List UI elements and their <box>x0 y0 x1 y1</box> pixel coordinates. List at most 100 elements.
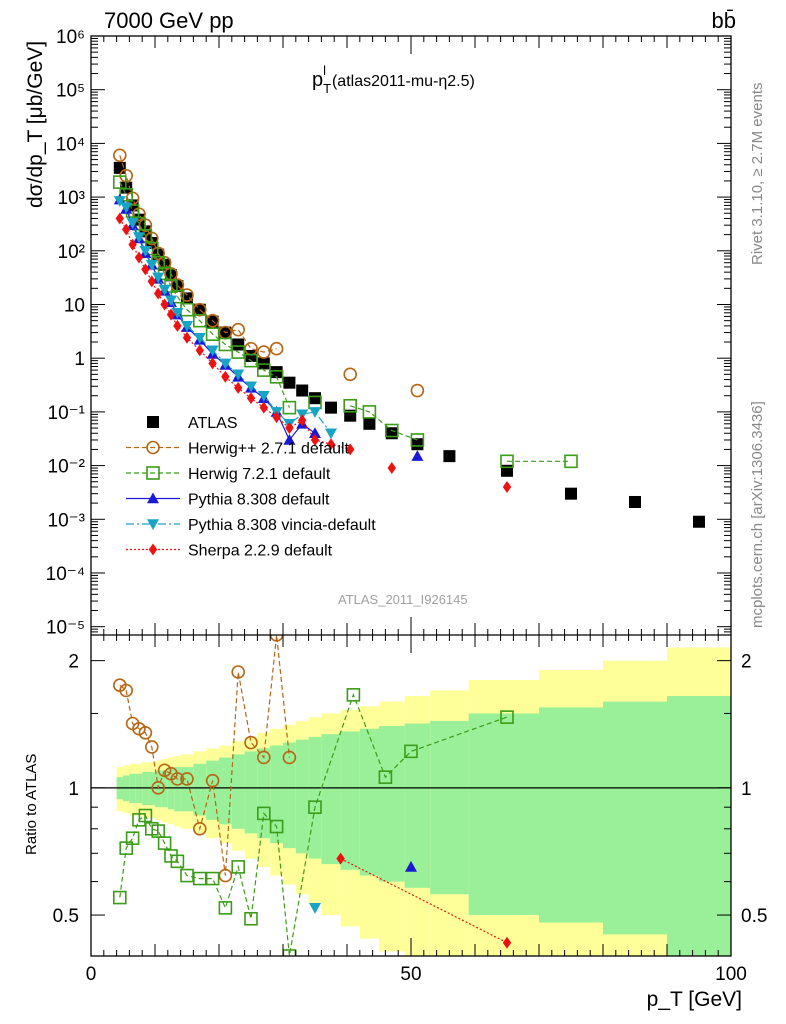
legend-entry-atlas: ATLAS <box>147 415 238 432</box>
legend-marker <box>146 440 160 455</box>
legend-label: Pythia 8.308 default <box>188 492 330 509</box>
data-point <box>343 398 358 413</box>
data-point <box>502 480 512 493</box>
ratio-point <box>282 949 297 956</box>
data-point <box>326 438 336 451</box>
data-point <box>113 148 127 163</box>
ratio-band-inner <box>219 757 232 825</box>
data-point <box>256 363 271 377</box>
data-point <box>346 443 355 456</box>
data-point <box>141 263 150 276</box>
legend-marker <box>147 492 159 504</box>
y-tick-label: 10⁴ <box>56 134 85 155</box>
ratio-point <box>244 911 258 926</box>
ratio-point <box>231 860 245 874</box>
y-tick-label: 10⁻³ <box>48 510 86 531</box>
legend-label: Pythia 8.308 vincia-default <box>188 517 376 534</box>
ratio-point <box>231 665 245 679</box>
ratio-series-pythia-8-308-default <box>405 860 417 872</box>
ratio-point <box>119 683 133 698</box>
data-point <box>208 357 217 370</box>
ratio-point <box>205 773 220 788</box>
ratio-point <box>157 763 172 778</box>
data-point <box>411 450 424 461</box>
ratio-point <box>138 725 153 740</box>
data-point <box>231 345 245 359</box>
data-point <box>128 238 137 251</box>
x-tick-label: 0 <box>86 964 97 985</box>
ratio-band-inner <box>468 713 539 916</box>
ratio-point <box>180 772 194 786</box>
ratio-point <box>193 821 207 836</box>
plot-title: pTl (atlas2011-mu-η2.5) <box>312 63 475 96</box>
data-point <box>309 392 321 405</box>
axes: 10⁻⁵ 10⁻⁴ 10⁻³ 10⁻² 10⁻¹ 1 10 10² 10³ 10⁴ 10⁵ 10⁶ 0 5… <box>46 27 768 985</box>
y-tick-label: 10⁶ <box>56 27 85 48</box>
legend-entry-sherpa-2-2-9-default: Sherpa 2.2.9 default <box>126 543 333 560</box>
data-point <box>629 495 641 508</box>
main-panel <box>113 148 705 528</box>
legend-marker <box>146 466 160 480</box>
ratio-y-tick-label-right: 1 <box>741 779 752 800</box>
ratio-line <box>340 858 508 944</box>
ratio-point <box>502 936 512 949</box>
ratio-point <box>151 781 165 795</box>
x-axis-title: p_T [GeV] <box>647 988 742 1011</box>
ratio-band-inner <box>244 751 258 834</box>
series-line <box>119 181 571 462</box>
data-point <box>309 407 321 418</box>
data-point <box>181 321 193 332</box>
ratio-series-herwig-7-2-1-default <box>113 688 514 956</box>
ratio-point <box>309 903 321 914</box>
data-point <box>325 401 337 414</box>
legend-label: Herwig++ 2.7.1 default <box>188 441 350 458</box>
ratio-point <box>405 860 417 872</box>
ratio-point <box>282 750 297 765</box>
legend-entry-herwig-2-7-1-default: Herwig++ 2.7.1 default <box>126 441 350 458</box>
ratio-band-inner <box>359 728 379 876</box>
series-sherpa-2-2-9-default <box>115 212 512 493</box>
data-point <box>565 487 577 500</box>
data-point <box>259 401 268 414</box>
data-point <box>171 308 184 319</box>
data-point <box>385 427 398 440</box>
ratio-point <box>218 901 233 915</box>
plot-title-main: p <box>312 69 323 91</box>
data-point <box>283 376 296 389</box>
legend-label: Sherpa 2.2.9 default <box>188 543 333 560</box>
y-tick-label: 10³ <box>58 188 85 209</box>
ratio-band-inner <box>539 707 603 923</box>
y-tick-label: 10 <box>64 295 85 316</box>
ratio-point <box>256 750 271 765</box>
series-line <box>119 200 332 434</box>
ratio-band-inner <box>295 739 309 854</box>
ratio-point <box>244 735 258 750</box>
data-point <box>387 462 396 475</box>
data-point <box>193 302 207 317</box>
data-point <box>232 338 245 351</box>
ratio-point <box>157 836 172 850</box>
side-label-bottom: mcplots.cern.ch [arXiv:1306.3436] <box>749 401 766 628</box>
ratio-point <box>336 852 345 865</box>
data-point <box>160 298 169 311</box>
data-point <box>139 245 152 257</box>
data-point <box>205 327 220 341</box>
ratio-band-inner <box>430 720 469 895</box>
ratio-series-sherpa-2-2-9-default <box>336 852 512 949</box>
y-tick-label: 10⁻² <box>48 457 86 478</box>
y-tick-label: 10⁵ <box>56 81 85 102</box>
ratio-band-inner <box>379 726 405 882</box>
data-point <box>244 353 258 368</box>
ratio-point <box>193 871 207 886</box>
data-point <box>218 337 233 352</box>
data-point <box>256 345 271 359</box>
data-point <box>219 358 232 370</box>
data-point <box>693 515 705 528</box>
data-point <box>134 251 144 264</box>
ratio-series <box>91 635 731 956</box>
ratio-band-inner <box>193 763 207 816</box>
x-tick-label: 50 <box>400 964 421 985</box>
ratio-point <box>256 806 271 821</box>
data-point <box>285 422 294 435</box>
data-point <box>221 370 230 383</box>
